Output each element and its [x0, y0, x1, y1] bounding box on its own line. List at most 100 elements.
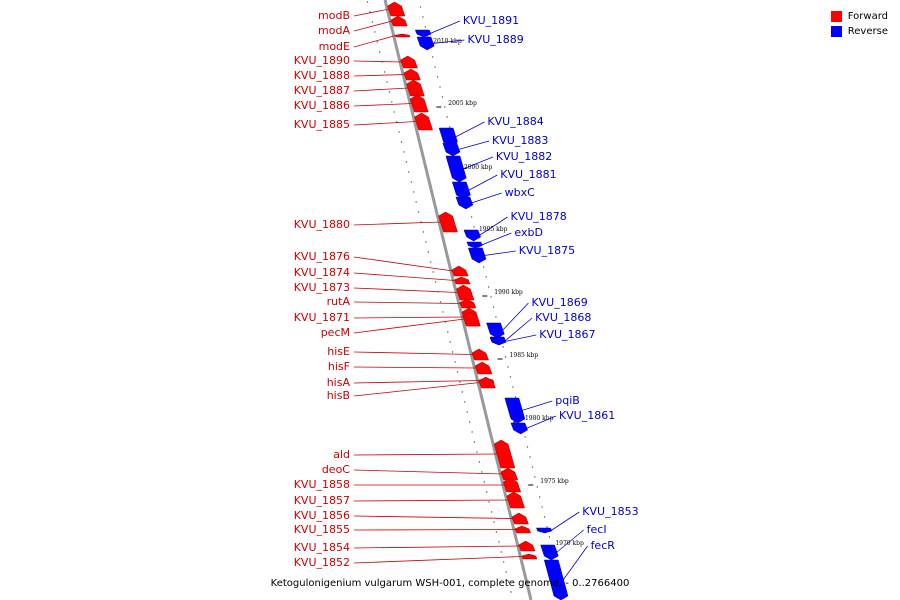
- track-dot: [419, 6, 422, 8]
- gene-label-kvu-1889: KVU_1889: [467, 33, 523, 46]
- leader-line: [353, 366, 477, 369]
- track-dot: [441, 96, 444, 98]
- leader-line: [481, 232, 512, 246]
- legend-swatch-forward: [830, 11, 842, 22]
- leader-line: [353, 8, 390, 17]
- track-dot: [403, 151, 405, 153]
- gene-label-pqib: pqiB: [555, 394, 580, 407]
- legend-swatch-reverse: [830, 26, 842, 37]
- gene-feature-kvu-1878: [463, 229, 481, 242]
- leader-line: [502, 302, 529, 331]
- gene-label-wbxc: wbxC: [505, 186, 535, 199]
- leader-line: [550, 511, 580, 531]
- dot-tracks: [366, 1, 565, 598]
- gene-feature-kvu-1873: [456, 284, 475, 301]
- track-dot: [449, 341, 451, 343]
- gene-feature-kvu-1880: [438, 211, 458, 233]
- leader-line: [353, 515, 514, 519]
- gene-feature-kvu-1890: [400, 55, 418, 69]
- track-dot: [490, 511, 493, 513]
- leader-line: [429, 20, 460, 34]
- leader-line: [353, 499, 509, 502]
- gene-feature-pecm: [462, 311, 481, 327]
- leader-line: [458, 140, 490, 150]
- leader-line: [353, 382, 481, 397]
- track-dot: [507, 581, 510, 583]
- track-dot: [483, 481, 485, 483]
- track-dot: [388, 91, 391, 93]
- gene-feature-modb: [387, 1, 406, 17]
- gene-label-feci: fecI: [587, 523, 607, 536]
- leader-line: [562, 545, 588, 581]
- track-dot: [454, 361, 456, 363]
- track-dot: [415, 201, 417, 203]
- gene-feature-kvu-1852: [521, 553, 538, 560]
- gene-feature-kvu-1861: [510, 422, 528, 435]
- gene-feature-ruta: [459, 298, 477, 309]
- track-dot: [543, 516, 546, 518]
- track-dot: [492, 306, 495, 308]
- track-dot: [449, 126, 451, 128]
- gene-feature-moda: [390, 15, 408, 27]
- gene-feature-kvu-1857: [506, 491, 525, 509]
- track-dot: [424, 26, 427, 28]
- gene-label-modb: modB: [318, 9, 350, 22]
- gene-label-kvu-1888: KVU_1888: [294, 69, 350, 82]
- track-dot: [451, 351, 454, 353]
- gene-label-kvu-1878: KVU_1878: [511, 210, 567, 223]
- genome-axis: [383, 0, 533, 600]
- track-dot: [488, 501, 490, 503]
- gene-label-kvu-1856: KVU_1856: [294, 509, 350, 522]
- gene-feature-kvu-1867: [489, 337, 507, 346]
- track-dot: [473, 441, 476, 443]
- track-dot: [503, 561, 505, 563]
- gene-feature-hisf: [474, 361, 493, 375]
- gene-feature-feci: [540, 544, 559, 561]
- gene-label-exbd: exbD: [514, 226, 543, 239]
- gene-label-kvu-1881: KVU_1881: [500, 168, 556, 181]
- track-dot: [393, 111, 395, 113]
- track-dot: [432, 56, 434, 58]
- track-dot: [483, 266, 485, 268]
- scale-tick-label: 1970 kbp: [555, 540, 584, 547]
- gene-label-deoc: deoC: [322, 463, 350, 476]
- track-dot: [400, 141, 403, 143]
- track-dot: [500, 551, 502, 553]
- leader-line: [353, 556, 523, 564]
- leader-line: [353, 121, 417, 126]
- leader-line: [353, 35, 396, 48]
- legend-label-forward: Forward: [847, 11, 888, 22]
- gene-label-kvu-1874: KVU_1874: [294, 266, 350, 279]
- gene-feature-kvu-1858: [502, 477, 522, 493]
- gene-label-kvu-1884: KVU_1884: [487, 115, 543, 128]
- gene-label-kvu-1875: KVU_1875: [519, 244, 575, 257]
- gene-label-ruta: rutA: [327, 295, 351, 308]
- gene-label-ald: ald: [333, 448, 350, 461]
- track-dot: [374, 31, 376, 33]
- leader-line: [471, 192, 502, 204]
- track-dot: [498, 541, 500, 543]
- gene-feature-exbd: [466, 241, 483, 249]
- track-dot: [476, 451, 478, 453]
- track-dot: [481, 471, 483, 473]
- track-dot: [514, 396, 517, 398]
- leader-line: [353, 256, 453, 272]
- gene-label-kvu-1857: KVU_1857: [294, 494, 350, 507]
- track-dot: [383, 71, 386, 73]
- track-dot: [539, 496, 541, 498]
- track-dot: [430, 261, 432, 263]
- gene-feature-kvu-1876: [451, 265, 469, 277]
- gene-feature-kvu-1882: [445, 155, 467, 183]
- track-dot: [486, 491, 488, 493]
- leader-line: [505, 334, 537, 342]
- track-dot: [461, 391, 464, 393]
- leader-line: [353, 380, 480, 384]
- scale-tick-label: 1985 kbp: [510, 352, 539, 359]
- track-dot: [536, 486, 538, 488]
- leader-line: [353, 301, 461, 304]
- leader-line: [468, 174, 498, 191]
- gene-label-kvu-1852: KVU_1852: [294, 556, 350, 569]
- leader-line: [353, 351, 474, 355]
- gene-feature-deoc: [500, 467, 519, 481]
